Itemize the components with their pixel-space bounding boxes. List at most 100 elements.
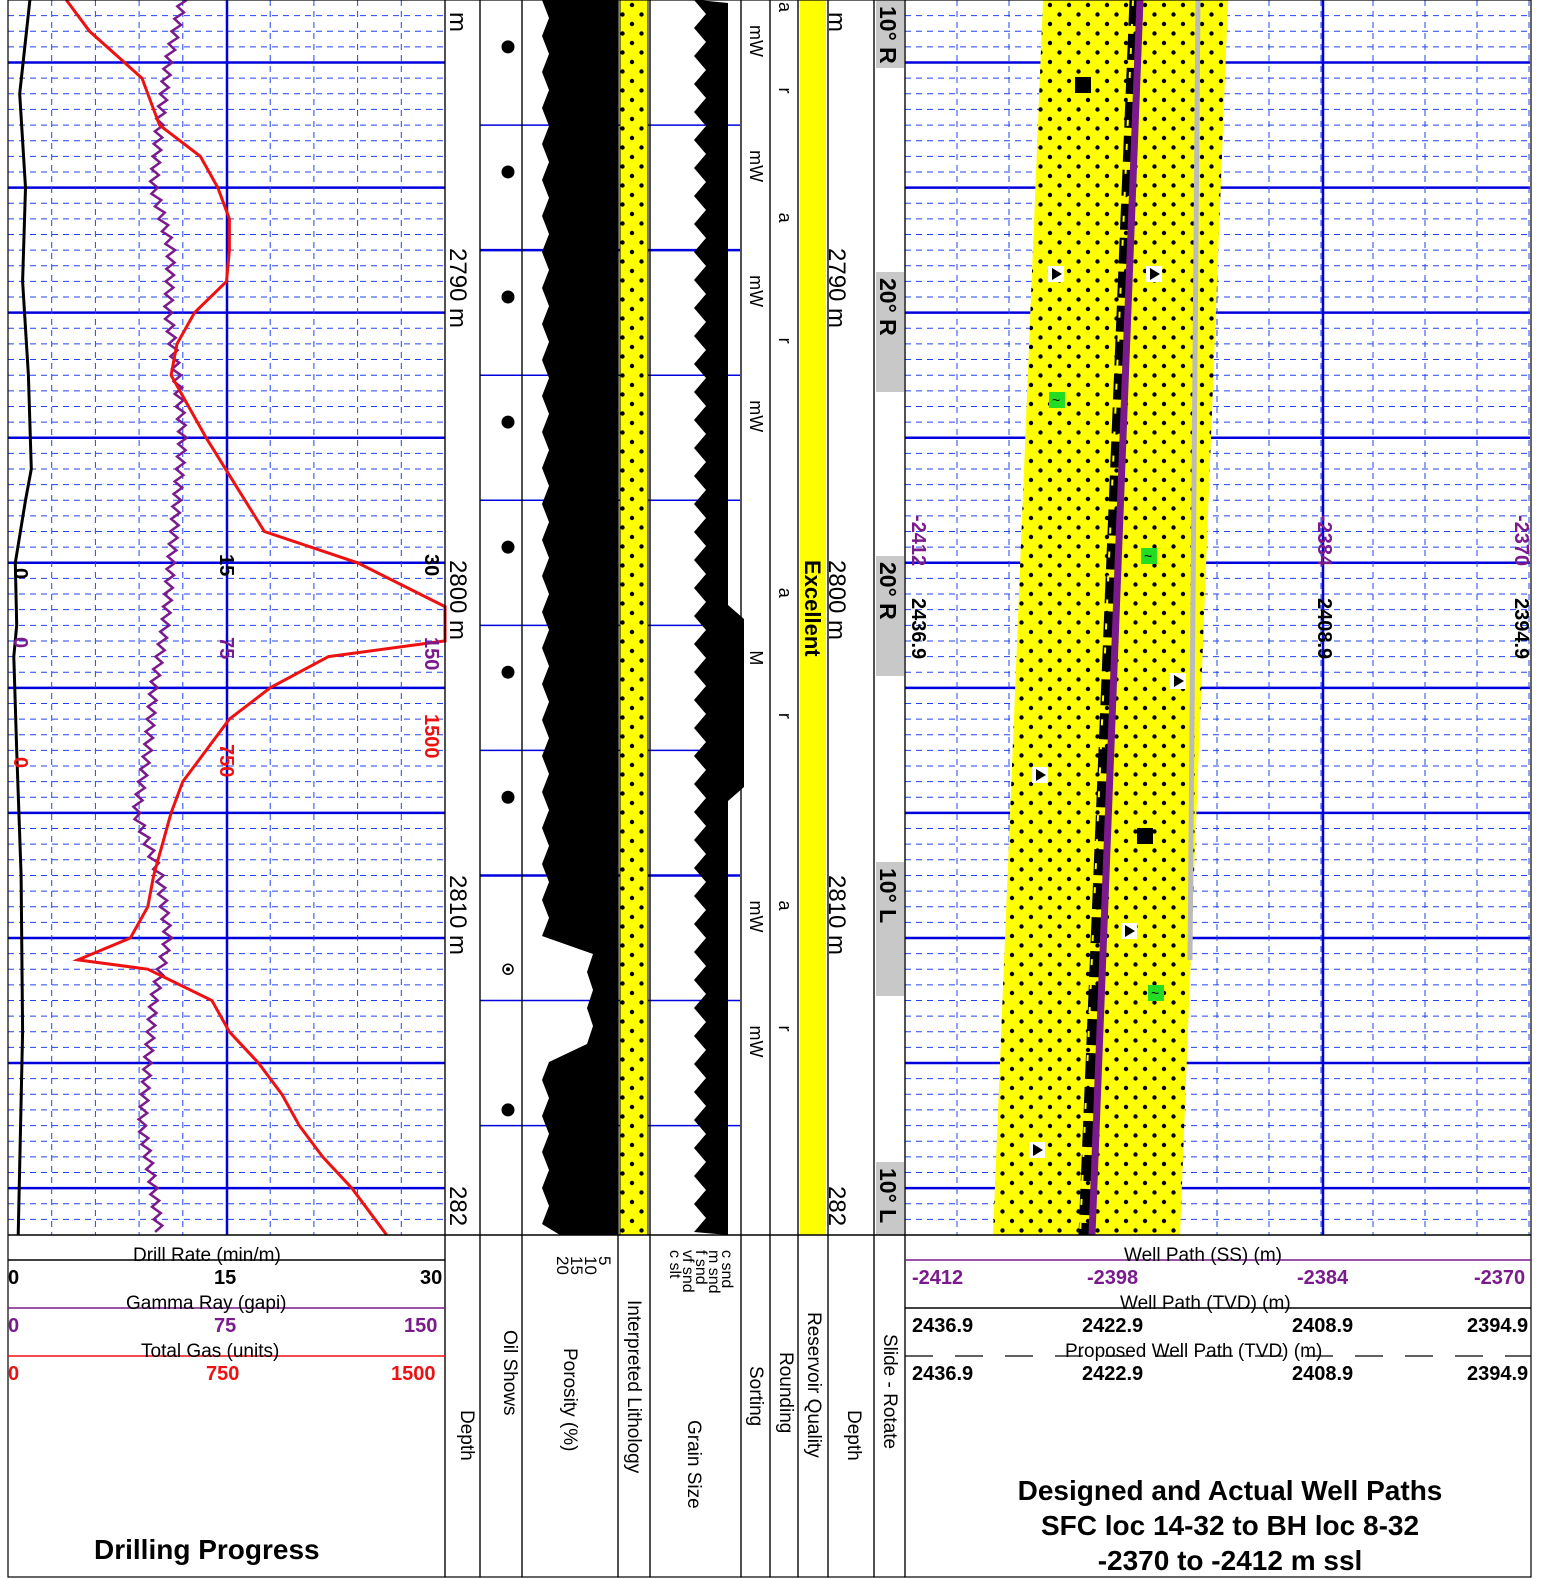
tvd-rot-1: 2436.9 <box>907 598 929 659</box>
marker-green-glyph: ~ <box>1151 985 1159 1001</box>
porosity-tick-20: 20 <box>553 1256 572 1275</box>
tvd-rot-3: 2394.9 <box>1510 598 1532 659</box>
rate-axis-label-0: 0 <box>9 568 31 579</box>
rounding-label: a <box>775 213 795 224</box>
oil-show-dot <box>501 165 515 179</box>
slide-box <box>876 1162 904 1235</box>
rounding-label: r <box>775 338 795 344</box>
reservoir-quality-header: Reservoir Quality <box>803 1312 824 1458</box>
porosity-tick-15: 15 <box>567 1256 586 1275</box>
depth2-label-2800: 2800 m <box>823 560 850 640</box>
oil-show-dot <box>501 665 515 679</box>
well-tvd-label: Well Path (TVD) (m) <box>1120 1293 1291 1314</box>
proposed-tick-2: 2422.9 <box>1082 1363 1144 1385</box>
actual-path-purple <box>1088 0 1144 1236</box>
depth2-label-282: 282 <box>823 1186 850 1226</box>
depth-label-2800: 2800 m <box>444 560 471 640</box>
well-path-title-line3: -2370 to -2412 m ssl <box>1097 1545 1363 1576</box>
marker-green-glyph: ~ <box>1144 548 1152 564</box>
depth-label-2790: 2790 m <box>444 248 471 328</box>
ss-rot-1: -2412 <box>907 515 929 566</box>
grain-size-fill <box>694 0 744 1235</box>
depth-label-282: 282 <box>444 1186 471 1226</box>
gamma-max: 150 <box>404 1315 438 1337</box>
porosity-header: Porosity (%) <box>559 1348 580 1452</box>
track-border <box>827 0 875 1578</box>
porosity-tick-5: 5 <box>595 1256 614 1266</box>
gamma-label: Gamma Ray (gapi) <box>126 1293 287 1314</box>
total-gas-curve <box>65 0 447 1236</box>
marker-green <box>1049 392 1065 408</box>
grain-size-header: Grain Size <box>683 1420 704 1509</box>
slide-label: 20° R <box>875 562 901 620</box>
depth2-label-2810: 2810 m <box>823 875 850 955</box>
marker-green <box>1148 985 1164 1001</box>
oil-show-ring-dot <box>506 967 510 972</box>
gas-axis-label-750: 750 <box>215 744 237 777</box>
oil-show-dot <box>501 1103 515 1117</box>
track-border <box>740 0 771 1578</box>
well-path-title: Designed and Actual Well Paths SFC loc 1… <box>915 1473 1545 1578</box>
marker-triangle <box>1125 925 1135 937</box>
oil-show-dot <box>501 290 515 304</box>
gamma-axis-label-150: 150 <box>420 637 442 670</box>
drill-rate-min: 0 <box>8 1267 20 1289</box>
depth2-label-2790: 2790 m <box>823 248 850 328</box>
proposed-path-line <box>1187 0 1201 961</box>
rate-axis-label-30: 30 <box>420 554 442 576</box>
depth-header: Depth <box>456 1410 477 1461</box>
slide-label: 10° L <box>875 868 901 923</box>
ss-tick-4: -2370 <box>1474 1267 1526 1289</box>
drill-rate-max: 30 <box>420 1267 443 1289</box>
depth-label-top: m <box>444 12 471 32</box>
sorting-label: mW <box>746 1026 766 1058</box>
oil-show-dot <box>501 415 515 429</box>
well-path-title-line2: SFC loc 14-32 to BH loc 8-32 <box>1040 1510 1420 1541</box>
rounding-header: Rounding <box>775 1352 796 1434</box>
reservoir-quality-bar <box>800 0 826 1235</box>
grain-tick-f-snd: f snd <box>692 1250 709 1285</box>
slide-label: 10° L <box>875 1168 901 1223</box>
rounding-label: a <box>775 900 795 911</box>
sorting-header: Sorting <box>745 1366 766 1427</box>
rate-axis-label-15: 15 <box>215 554 237 576</box>
tvd-tick-1: 2436.9 <box>912 1315 974 1337</box>
sorting-label: mW <box>746 150 766 182</box>
depth-label-2810: 2810 m <box>444 875 471 955</box>
porosity-tick-10: 10 <box>581 1256 600 1275</box>
porosity-fill <box>542 0 618 1235</box>
proposed-tick-3: 2408.9 <box>1292 1363 1354 1385</box>
slide-rotate-header: Slide - Rotate <box>879 1334 900 1450</box>
well-ss-label: Well Path (SS) (m) <box>1124 1245 1283 1266</box>
sorting-label: mW <box>746 900 766 932</box>
gas-axis-label-0: 0 <box>9 757 31 768</box>
gas-mid: 750 <box>206 1363 240 1385</box>
ss-rot-2: -2384 <box>1313 515 1335 567</box>
oil-show-dot <box>501 40 515 54</box>
drill-rate-label: Drill Rate (min/m) <box>133 1245 281 1266</box>
slide-label: 10° R <box>875 6 901 64</box>
gamma-axis-label-75: 75 <box>215 637 237 659</box>
marker-triangle <box>1174 675 1184 687</box>
drill-rate-mid: 15 <box>214 1267 237 1289</box>
lithology-header: Interpreted Lithology <box>623 1300 644 1474</box>
slide-box <box>876 0 904 68</box>
slide-box <box>876 862 904 996</box>
slide-label: 20° R <box>875 278 901 336</box>
sorting-label: mW <box>746 25 766 57</box>
drill-rate-curve <box>12 0 33 1236</box>
oil-shows-header: Oil Shows <box>499 1330 520 1416</box>
ss-tick-3: -2384 <box>1297 1267 1349 1289</box>
proposed-tick-4: 2394.9 <box>1467 1363 1529 1385</box>
gamma-ray-curve <box>131 0 189 1233</box>
grain-tick-c-slt: c slt <box>666 1250 683 1279</box>
gas-label: Total Gas (units) <box>141 1341 280 1362</box>
sorting-label: mW <box>746 400 766 432</box>
track-border <box>904 0 1532 1578</box>
lithology-sandstone <box>619 0 649 1236</box>
gamma-axis-label-0: 0 <box>9 637 31 648</box>
marker-triangle <box>1052 268 1062 280</box>
marker-square <box>1137 828 1153 844</box>
